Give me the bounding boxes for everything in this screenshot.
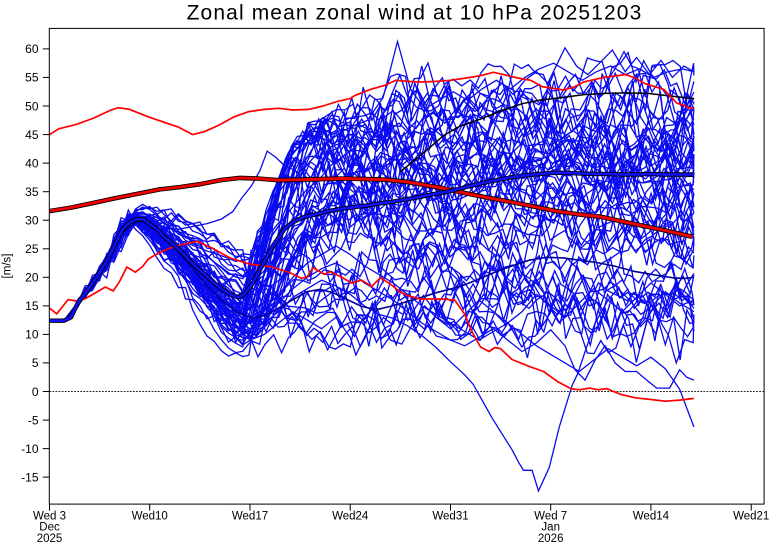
- svg-text:0: 0: [32, 385, 39, 399]
- svg-text:45: 45: [25, 128, 39, 142]
- svg-text:20: 20: [25, 271, 39, 285]
- svg-text:2026: 2026: [538, 533, 564, 545]
- svg-text:Wed 3: Wed 3: [33, 511, 66, 523]
- svg-text:60: 60: [25, 42, 39, 56]
- svg-text:Wed31: Wed31: [432, 511, 468, 523]
- svg-text:Wed17: Wed17: [232, 511, 268, 523]
- svg-text:Zonal mean zonal wind at 10 hP: Zonal mean zonal wind at 10 hPa 20251203: [187, 2, 643, 25]
- svg-text:25: 25: [25, 242, 39, 256]
- svg-text:Wed 7: Wed 7: [534, 511, 567, 523]
- svg-text:-15: -15: [21, 470, 39, 484]
- svg-text:-5: -5: [28, 413, 39, 427]
- svg-text:5: 5: [32, 356, 39, 370]
- svg-text:Jan: Jan: [541, 522, 560, 534]
- svg-text:50: 50: [25, 99, 39, 113]
- svg-text:55: 55: [25, 71, 39, 85]
- svg-text:Wed21: Wed21: [733, 511, 769, 523]
- svg-text:-10: -10: [21, 442, 39, 456]
- svg-text:Wed14: Wed14: [633, 511, 670, 523]
- svg-text:40: 40: [25, 156, 39, 170]
- svg-text:Wed24: Wed24: [332, 511, 369, 523]
- svg-text:Wed10: Wed10: [132, 511, 168, 523]
- svg-text:2025: 2025: [37, 533, 63, 545]
- svg-text:10: 10: [25, 328, 39, 342]
- svg-text:Dec: Dec: [39, 522, 60, 534]
- svg-text:[m/s]: [m/s]: [2, 254, 14, 279]
- svg-text:35: 35: [25, 185, 39, 199]
- svg-text:15: 15: [25, 299, 39, 313]
- svg-text:30: 30: [25, 214, 39, 228]
